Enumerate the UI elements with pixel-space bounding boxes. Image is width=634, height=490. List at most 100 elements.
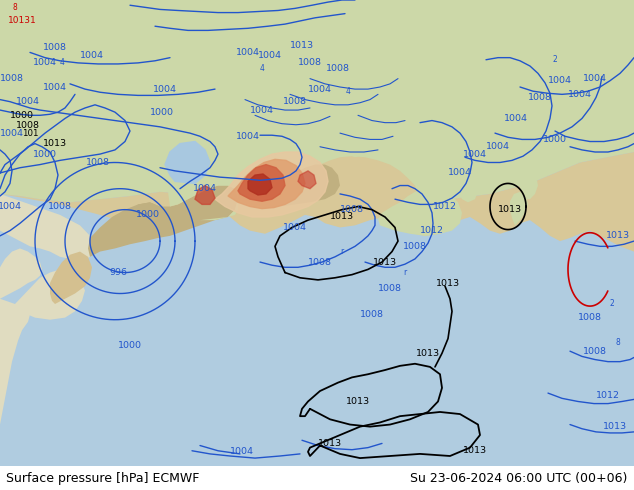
- Text: 1008: 1008: [528, 93, 552, 102]
- Text: 4: 4: [259, 64, 264, 73]
- Text: 1004: 1004: [236, 48, 260, 57]
- Text: 1013: 1013: [373, 258, 397, 267]
- Text: 1000: 1000: [33, 149, 57, 159]
- Text: 1008: 1008: [0, 74, 24, 83]
- Text: 1013: 1013: [330, 213, 354, 221]
- Polygon shape: [0, 194, 95, 299]
- Polygon shape: [135, 186, 238, 238]
- Text: 1004: 1004: [43, 82, 67, 92]
- Text: 1013: 1013: [290, 41, 314, 49]
- Text: 1004: 1004: [0, 129, 24, 138]
- Text: 1000: 1000: [10, 111, 34, 120]
- Polygon shape: [228, 159, 305, 209]
- Text: 1012: 1012: [596, 391, 620, 400]
- Text: 2: 2: [553, 55, 557, 64]
- Text: 1008: 1008: [326, 64, 350, 73]
- Text: 1004: 1004: [0, 202, 22, 211]
- Text: 1004: 1004: [283, 223, 307, 232]
- Polygon shape: [537, 62, 547, 78]
- Text: 1004: 1004: [583, 74, 607, 83]
- Text: 1004: 1004: [193, 184, 217, 193]
- Text: 1004: 1004: [548, 76, 572, 85]
- Polygon shape: [458, 175, 478, 202]
- Text: 1008: 1008: [48, 202, 72, 211]
- Polygon shape: [50, 251, 92, 304]
- Polygon shape: [88, 202, 170, 257]
- Text: 1013: 1013: [346, 397, 370, 406]
- Polygon shape: [378, 189, 462, 236]
- Text: 1013: 1013: [43, 139, 67, 148]
- Text: 2: 2: [610, 299, 614, 309]
- Polygon shape: [0, 0, 634, 466]
- Text: 101: 101: [22, 129, 38, 138]
- Text: 1013: 1013: [416, 349, 440, 358]
- Text: 1004: 1004: [250, 105, 274, 115]
- Polygon shape: [238, 165, 285, 201]
- Polygon shape: [298, 156, 418, 217]
- Text: 1012: 1012: [420, 226, 444, 235]
- Polygon shape: [0, 299, 30, 466]
- Text: 1004: 1004: [568, 90, 592, 99]
- Polygon shape: [215, 152, 328, 217]
- Text: 1004: 1004: [463, 149, 487, 159]
- Polygon shape: [0, 248, 42, 299]
- Polygon shape: [298, 171, 316, 189]
- Text: 1004: 1004: [308, 85, 332, 94]
- Text: 4: 4: [346, 87, 351, 96]
- Text: 1004: 1004: [16, 97, 40, 106]
- Text: 1008: 1008: [578, 313, 602, 322]
- Text: 1000: 1000: [136, 210, 160, 220]
- Text: 1004: 1004: [504, 114, 528, 123]
- Polygon shape: [535, 44, 545, 61]
- Text: r: r: [403, 268, 406, 277]
- Text: 1013: 1013: [498, 205, 522, 214]
- Text: r: r: [340, 247, 344, 256]
- Text: Su 23-06-2024 06:00 UTC (00+06): Su 23-06-2024 06:00 UTC (00+06): [410, 472, 628, 485]
- Polygon shape: [527, 96, 543, 125]
- Polygon shape: [524, 87, 532, 102]
- Polygon shape: [400, 22, 432, 115]
- Polygon shape: [448, 42, 505, 98]
- Polygon shape: [167, 58, 248, 220]
- Text: 10131: 10131: [8, 17, 36, 25]
- Text: 1008: 1008: [403, 242, 427, 251]
- Polygon shape: [0, 152, 634, 251]
- Text: 1008: 1008: [340, 205, 364, 214]
- Polygon shape: [510, 192, 528, 225]
- Polygon shape: [10, 270, 85, 319]
- Polygon shape: [352, 99, 402, 157]
- Text: 1004: 1004: [486, 142, 510, 151]
- Text: 1008: 1008: [360, 310, 384, 319]
- Text: 8: 8: [616, 338, 621, 347]
- Text: 1008: 1008: [43, 43, 67, 51]
- Text: 1008: 1008: [86, 158, 110, 167]
- Text: 1004: 1004: [153, 85, 177, 94]
- Polygon shape: [248, 174, 272, 195]
- Text: 4: 4: [60, 58, 65, 68]
- Text: 1008: 1008: [308, 258, 332, 267]
- Text: 1000: 1000: [150, 108, 174, 117]
- Text: 1000: 1000: [118, 342, 142, 350]
- Text: 1008: 1008: [583, 346, 607, 356]
- Text: 1013: 1013: [606, 231, 630, 241]
- Text: 996: 996: [109, 268, 127, 277]
- Polygon shape: [542, 78, 554, 99]
- Text: 1004: 1004: [80, 51, 104, 60]
- Text: 1012: 1012: [433, 202, 457, 211]
- Text: 1004: 1004: [33, 58, 57, 68]
- Text: 1004: 1004: [448, 169, 472, 177]
- Polygon shape: [195, 186, 215, 204]
- Text: 8: 8: [13, 3, 17, 12]
- Polygon shape: [165, 142, 210, 183]
- Polygon shape: [238, 165, 340, 206]
- Text: Surface pressure [hPa] ECMWF: Surface pressure [hPa] ECMWF: [6, 472, 200, 485]
- Text: 1008: 1008: [16, 122, 40, 130]
- Polygon shape: [373, 58, 418, 144]
- Text: 1008: 1008: [378, 284, 402, 293]
- Text: 1004: 1004: [258, 51, 282, 60]
- Text: 1013: 1013: [436, 278, 460, 288]
- Text: 1004: 1004: [230, 447, 254, 456]
- Text: 1008: 1008: [298, 58, 322, 68]
- Text: 1013: 1013: [603, 422, 627, 431]
- Polygon shape: [0, 0, 634, 202]
